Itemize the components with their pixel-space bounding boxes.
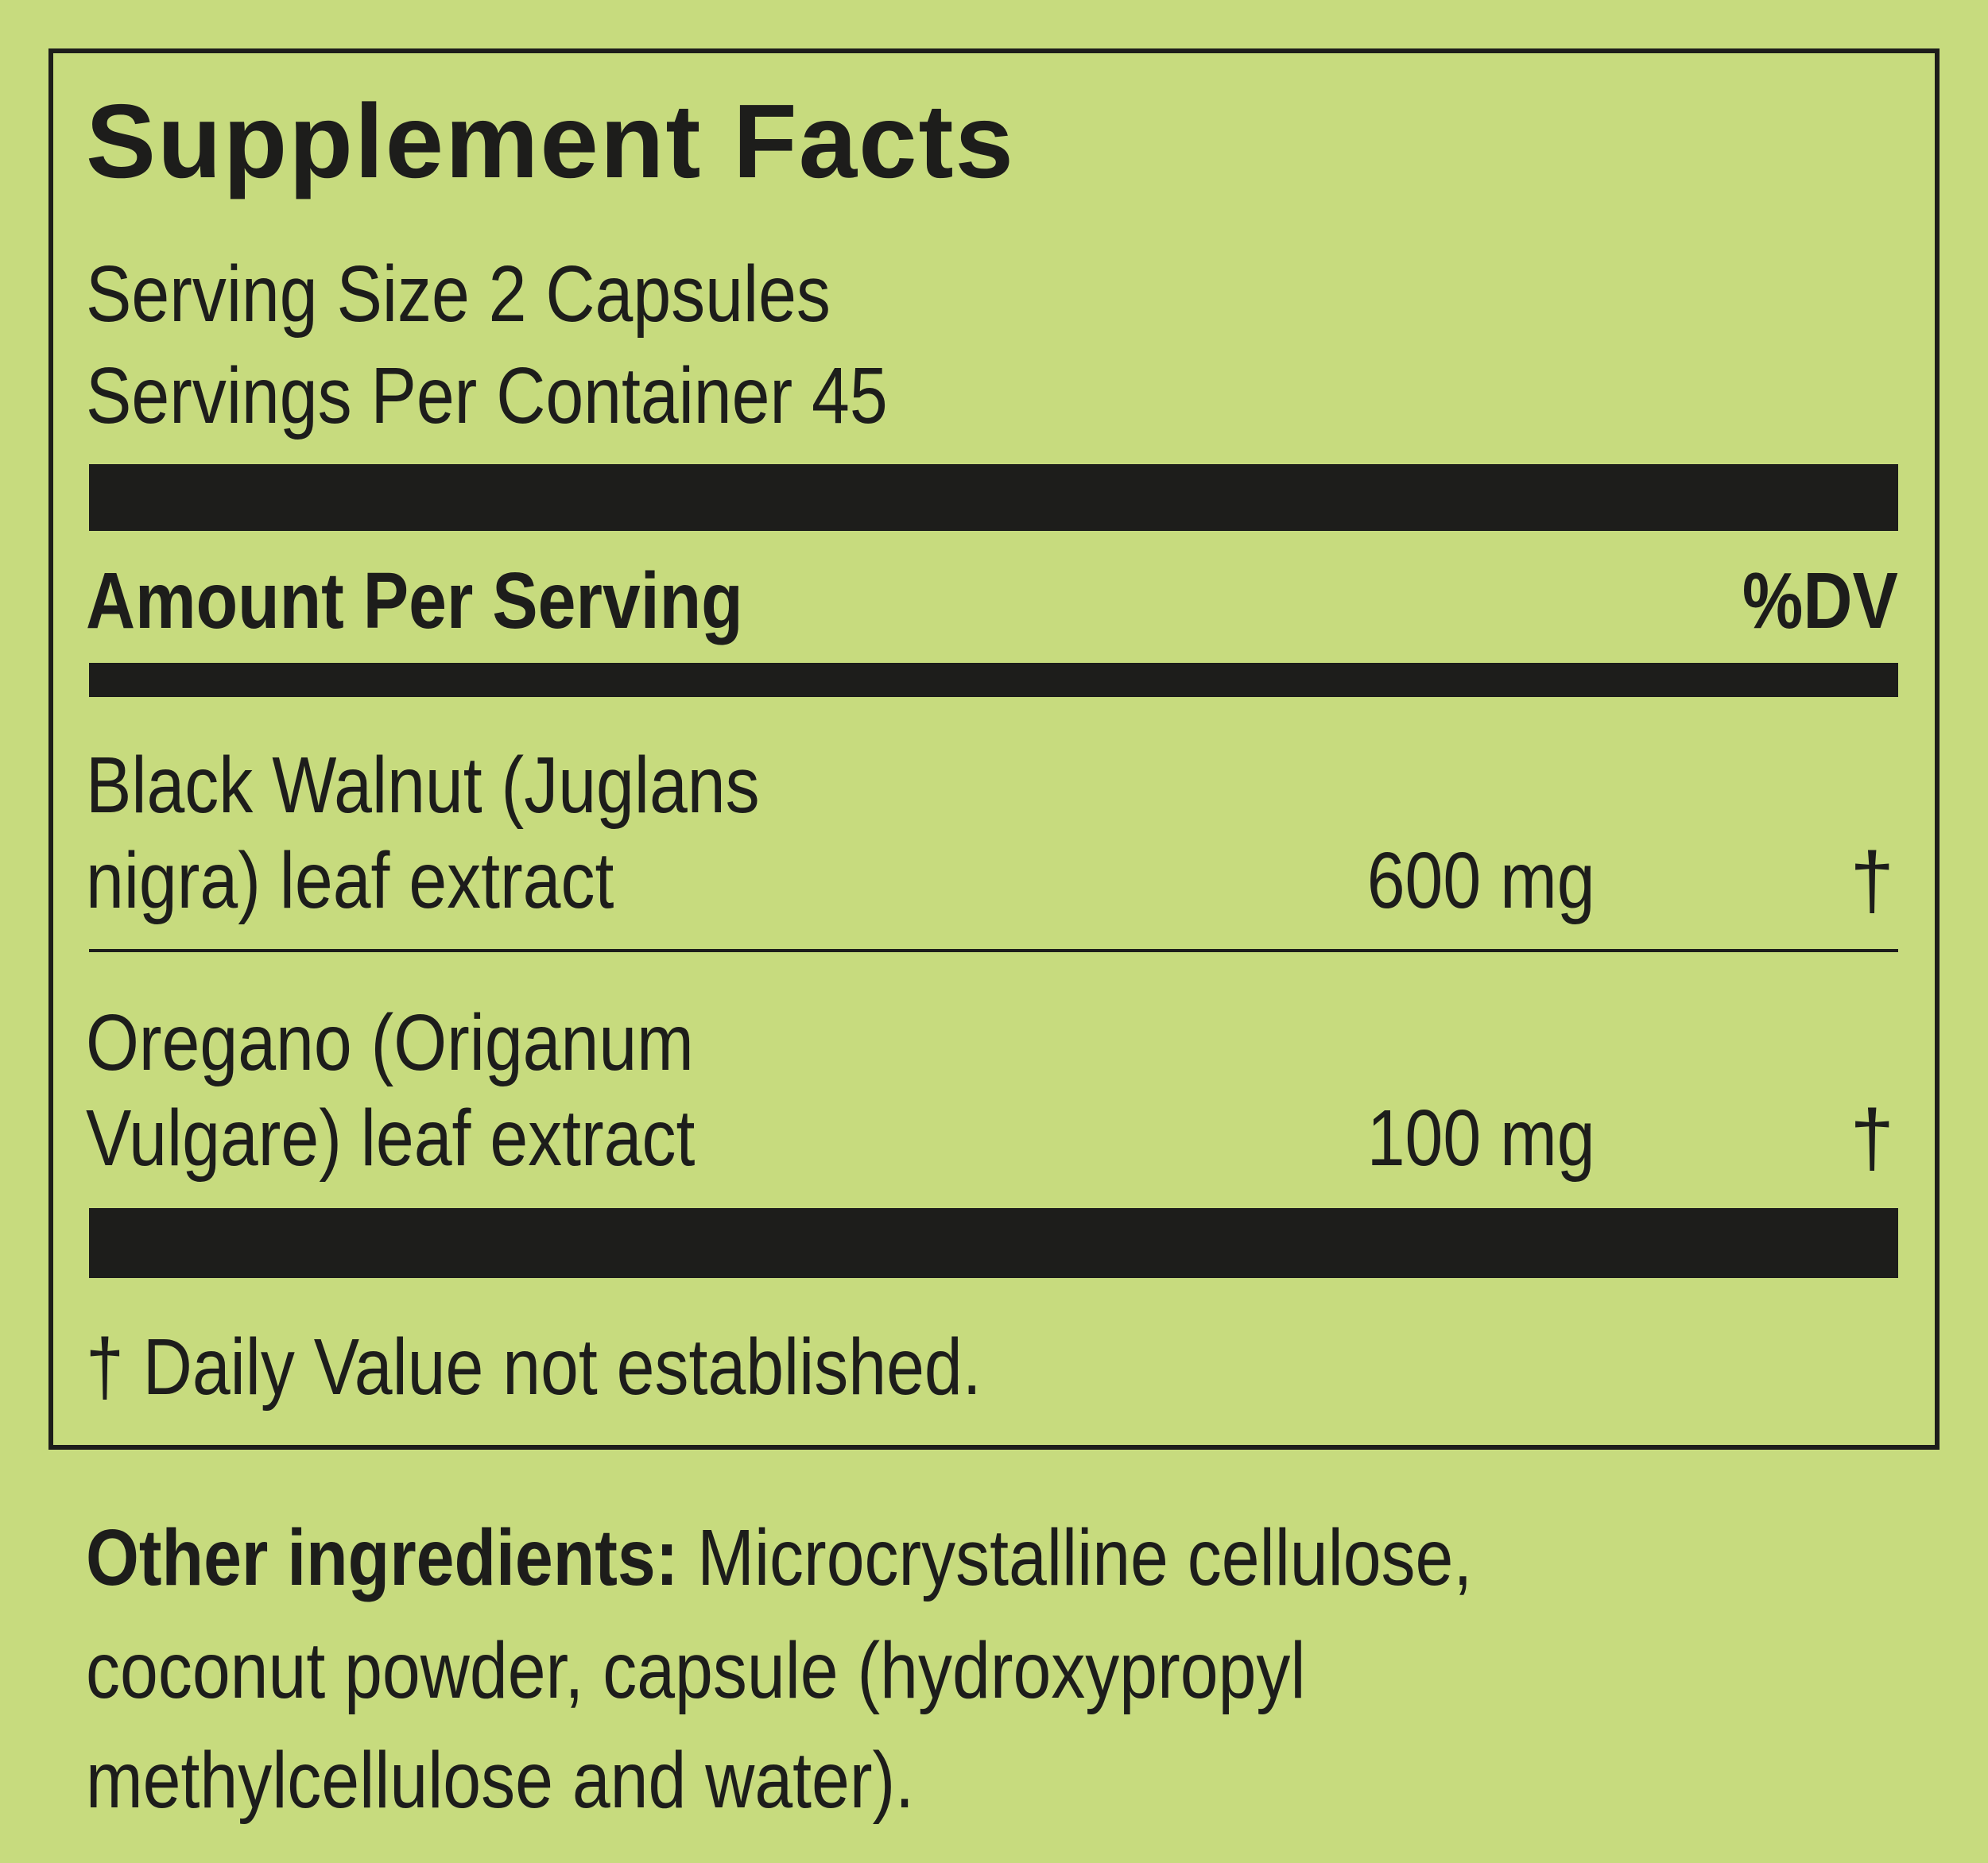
other-ingredients-label: Other ingredients: bbox=[86, 1513, 679, 1602]
ingredient-amount: 100 mg bbox=[1367, 1094, 1595, 1183]
other-ingredients-line: Other ingredients: Microcrystalline cell… bbox=[86, 1518, 1472, 1598]
medium-divider bbox=[89, 663, 1898, 697]
thick-divider bbox=[89, 464, 1898, 531]
other-ingredients-line: methylcellulose and water). bbox=[86, 1736, 915, 1825]
ingredient-amount: 600 mg bbox=[1367, 836, 1595, 925]
supplement-facts-panel bbox=[48, 48, 1940, 1450]
servings-per-container: Servings Per Container 45 bbox=[86, 351, 888, 440]
other-ingredients-text: Microcrystalline cellulose, bbox=[697, 1513, 1473, 1602]
panel-title: Supplement Facts bbox=[86, 83, 1015, 199]
thick-divider bbox=[89, 1208, 1898, 1278]
dv-header: %DV bbox=[1742, 556, 1898, 645]
footnote: † Daily Value not established. bbox=[86, 1323, 982, 1412]
thin-divider bbox=[89, 949, 1898, 952]
ingredient-name: Oregano (Origanum bbox=[86, 998, 694, 1087]
other-ingredients-line: coconut powder, capsule (hydroxypropyl bbox=[86, 1626, 1306, 1715]
serving-size: Serving Size 2 Capsules bbox=[86, 250, 831, 339]
ingredient-name: Vulgare) leaf extract bbox=[86, 1094, 696, 1183]
ingredient-dv: † bbox=[1850, 1094, 1894, 1183]
amount-per-serving-header: Amount Per Serving bbox=[86, 556, 743, 645]
ingredient-name: nigra) leaf extract bbox=[86, 836, 614, 925]
ingredient-name: Black Walnut (Juglans bbox=[86, 741, 760, 830]
ingredient-dv: † bbox=[1850, 836, 1894, 925]
